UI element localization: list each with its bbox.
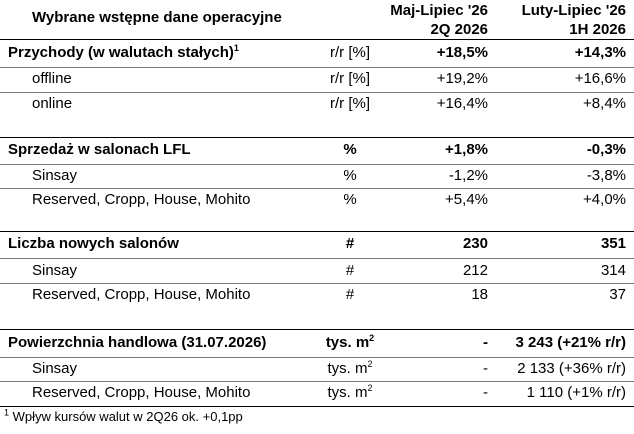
row-value-2q: +5,4% <box>445 191 488 208</box>
row-value-2q: +1,8% <box>445 141 488 158</box>
row-unit: % <box>343 191 357 208</box>
row-label: online <box>32 95 73 112</box>
row-label: Sinsay <box>32 262 78 279</box>
row-value-1h: 314 <box>600 262 626 279</box>
section-header-new-stores: Liczba nowych salonów # 230 351 <box>0 235 634 258</box>
row-unit: # <box>345 286 355 303</box>
row-value-2q: - <box>483 360 488 377</box>
table-row: Reserved, Cropp, House, Mohito tys. m2 -… <box>0 384 634 407</box>
row-divider <box>0 67 634 68</box>
row-label: Sprzedaż w salonach LFL <box>8 141 191 158</box>
section-header-lfl: Sprzedaż w salonach LFL % +1,8% -0,3% <box>0 141 634 164</box>
row-label: Powierzchnia handlowa (31.07.2026) <box>8 334 267 351</box>
row-value-1h: +8,4% <box>583 95 626 112</box>
row-value-1h: +4,0% <box>583 191 626 208</box>
table-row: online r/r [%] +16,4% +8,4% <box>0 95 634 118</box>
row-unit: r/r [%] <box>330 95 370 112</box>
row-value-1h: 351 <box>600 235 626 252</box>
row-divider <box>0 92 634 93</box>
row-label: Przychody (w walutach stałych)1 <box>8 43 239 62</box>
section-divider <box>0 137 634 138</box>
row-value-1h: +14,3% <box>574 44 626 61</box>
row-divider <box>0 283 634 284</box>
row-unit: # <box>345 262 355 279</box>
row-value-2q: +19,2% <box>436 70 488 87</box>
row-value-1h: 1 110 (+1% r/r) <box>526 384 626 401</box>
column-header-1h: Luty-Lipiec '26 1H 2026 <box>486 1 626 39</box>
row-divider <box>0 357 634 358</box>
footnote: 1 Wpływ kursów walut w 2Q26 ok. +0,1pp <box>4 407 243 424</box>
row-value-2q: - <box>483 384 488 401</box>
column-label: 2Q 2026 <box>430 21 488 38</box>
row-divider <box>0 188 634 189</box>
row-value-1h: 37 <box>609 286 626 303</box>
row-unit: % <box>343 141 357 158</box>
row-unit: r/r [%] <box>330 44 370 61</box>
column-header-2q: Maj-Lipiec '26 2Q 2026 <box>348 1 488 39</box>
row-value-1h: -0,3% <box>586 141 626 158</box>
section-divider <box>0 329 634 330</box>
table-row: Reserved, Cropp, House, Mohito # 18 37 <box>0 286 634 309</box>
row-value-1h: 3 243 (+21% r/r) <box>515 334 627 351</box>
table-row: Sinsay tys. m2 - 2 133 (+36% r/r) <box>0 360 634 383</box>
row-value-2q: 212 <box>462 262 488 279</box>
row-unit: tys. m2 <box>327 359 373 378</box>
row-value-2q: 18 <box>471 286 488 303</box>
row-value-2q: +16,4% <box>436 95 488 112</box>
row-label: Liczba nowych salonów <box>8 235 179 252</box>
row-label: Reserved, Cropp, House, Mohito <box>32 191 251 208</box>
table-row: offline r/r [%] +19,2% +16,6% <box>0 70 634 93</box>
row-value-1h: +16,6% <box>574 70 626 87</box>
table-bottom-rule <box>0 406 634 407</box>
row-value-1h: -3,8% <box>586 167 626 184</box>
row-divider <box>0 258 634 259</box>
row-value-2q: -1,2% <box>448 167 488 184</box>
row-label: offline <box>32 70 72 87</box>
footnote-text: Wpływ kursów walut w 2Q26 ok. +0,1pp <box>9 409 243 424</box>
section-divider <box>0 231 634 232</box>
column-period: Maj-Lipiec '26 <box>390 2 488 19</box>
column-period: Luty-Lipiec '26 <box>521 2 626 19</box>
row-divider <box>0 381 634 382</box>
row-divider <box>0 164 634 165</box>
row-unit: r/r [%] <box>330 70 370 87</box>
table-row: Reserved, Cropp, House, Mohito % +5,4% +… <box>0 191 634 214</box>
row-value-1h: 2 133 (+36% r/r) <box>517 360 626 377</box>
row-value-2q: 230 <box>462 235 488 252</box>
row-unit: tys. m2 <box>327 383 373 402</box>
row-value-2q: - <box>483 334 488 351</box>
column-label: 1H 2026 <box>569 21 626 38</box>
table-title: Wybrane wstępne dane operacyjne <box>32 9 282 26</box>
row-value-2q: +18,5% <box>436 44 488 61</box>
footnote-mark: 1 <box>4 407 10 418</box>
section-header-revenue: Przychody (w walutach stałych)1 r/r [%] … <box>0 44 634 67</box>
row-label: Sinsay <box>32 360 78 377</box>
row-label: Reserved, Cropp, House, Mohito <box>32 286 251 303</box>
row-label: Reserved, Cropp, House, Mohito <box>32 384 251 401</box>
row-label: Sinsay <box>32 167 78 184</box>
section-divider <box>0 39 634 40</box>
table-row: Sinsay % -1,2% -3,8% <box>0 167 634 190</box>
table-row: Sinsay # 212 314 <box>0 262 634 285</box>
row-unit: tys. m2 <box>325 333 375 352</box>
row-unit: % <box>343 167 357 184</box>
section-header-retail-area: Powierzchnia handlowa (31.07.2026) tys. … <box>0 334 634 357</box>
row-unit: # <box>345 235 355 252</box>
